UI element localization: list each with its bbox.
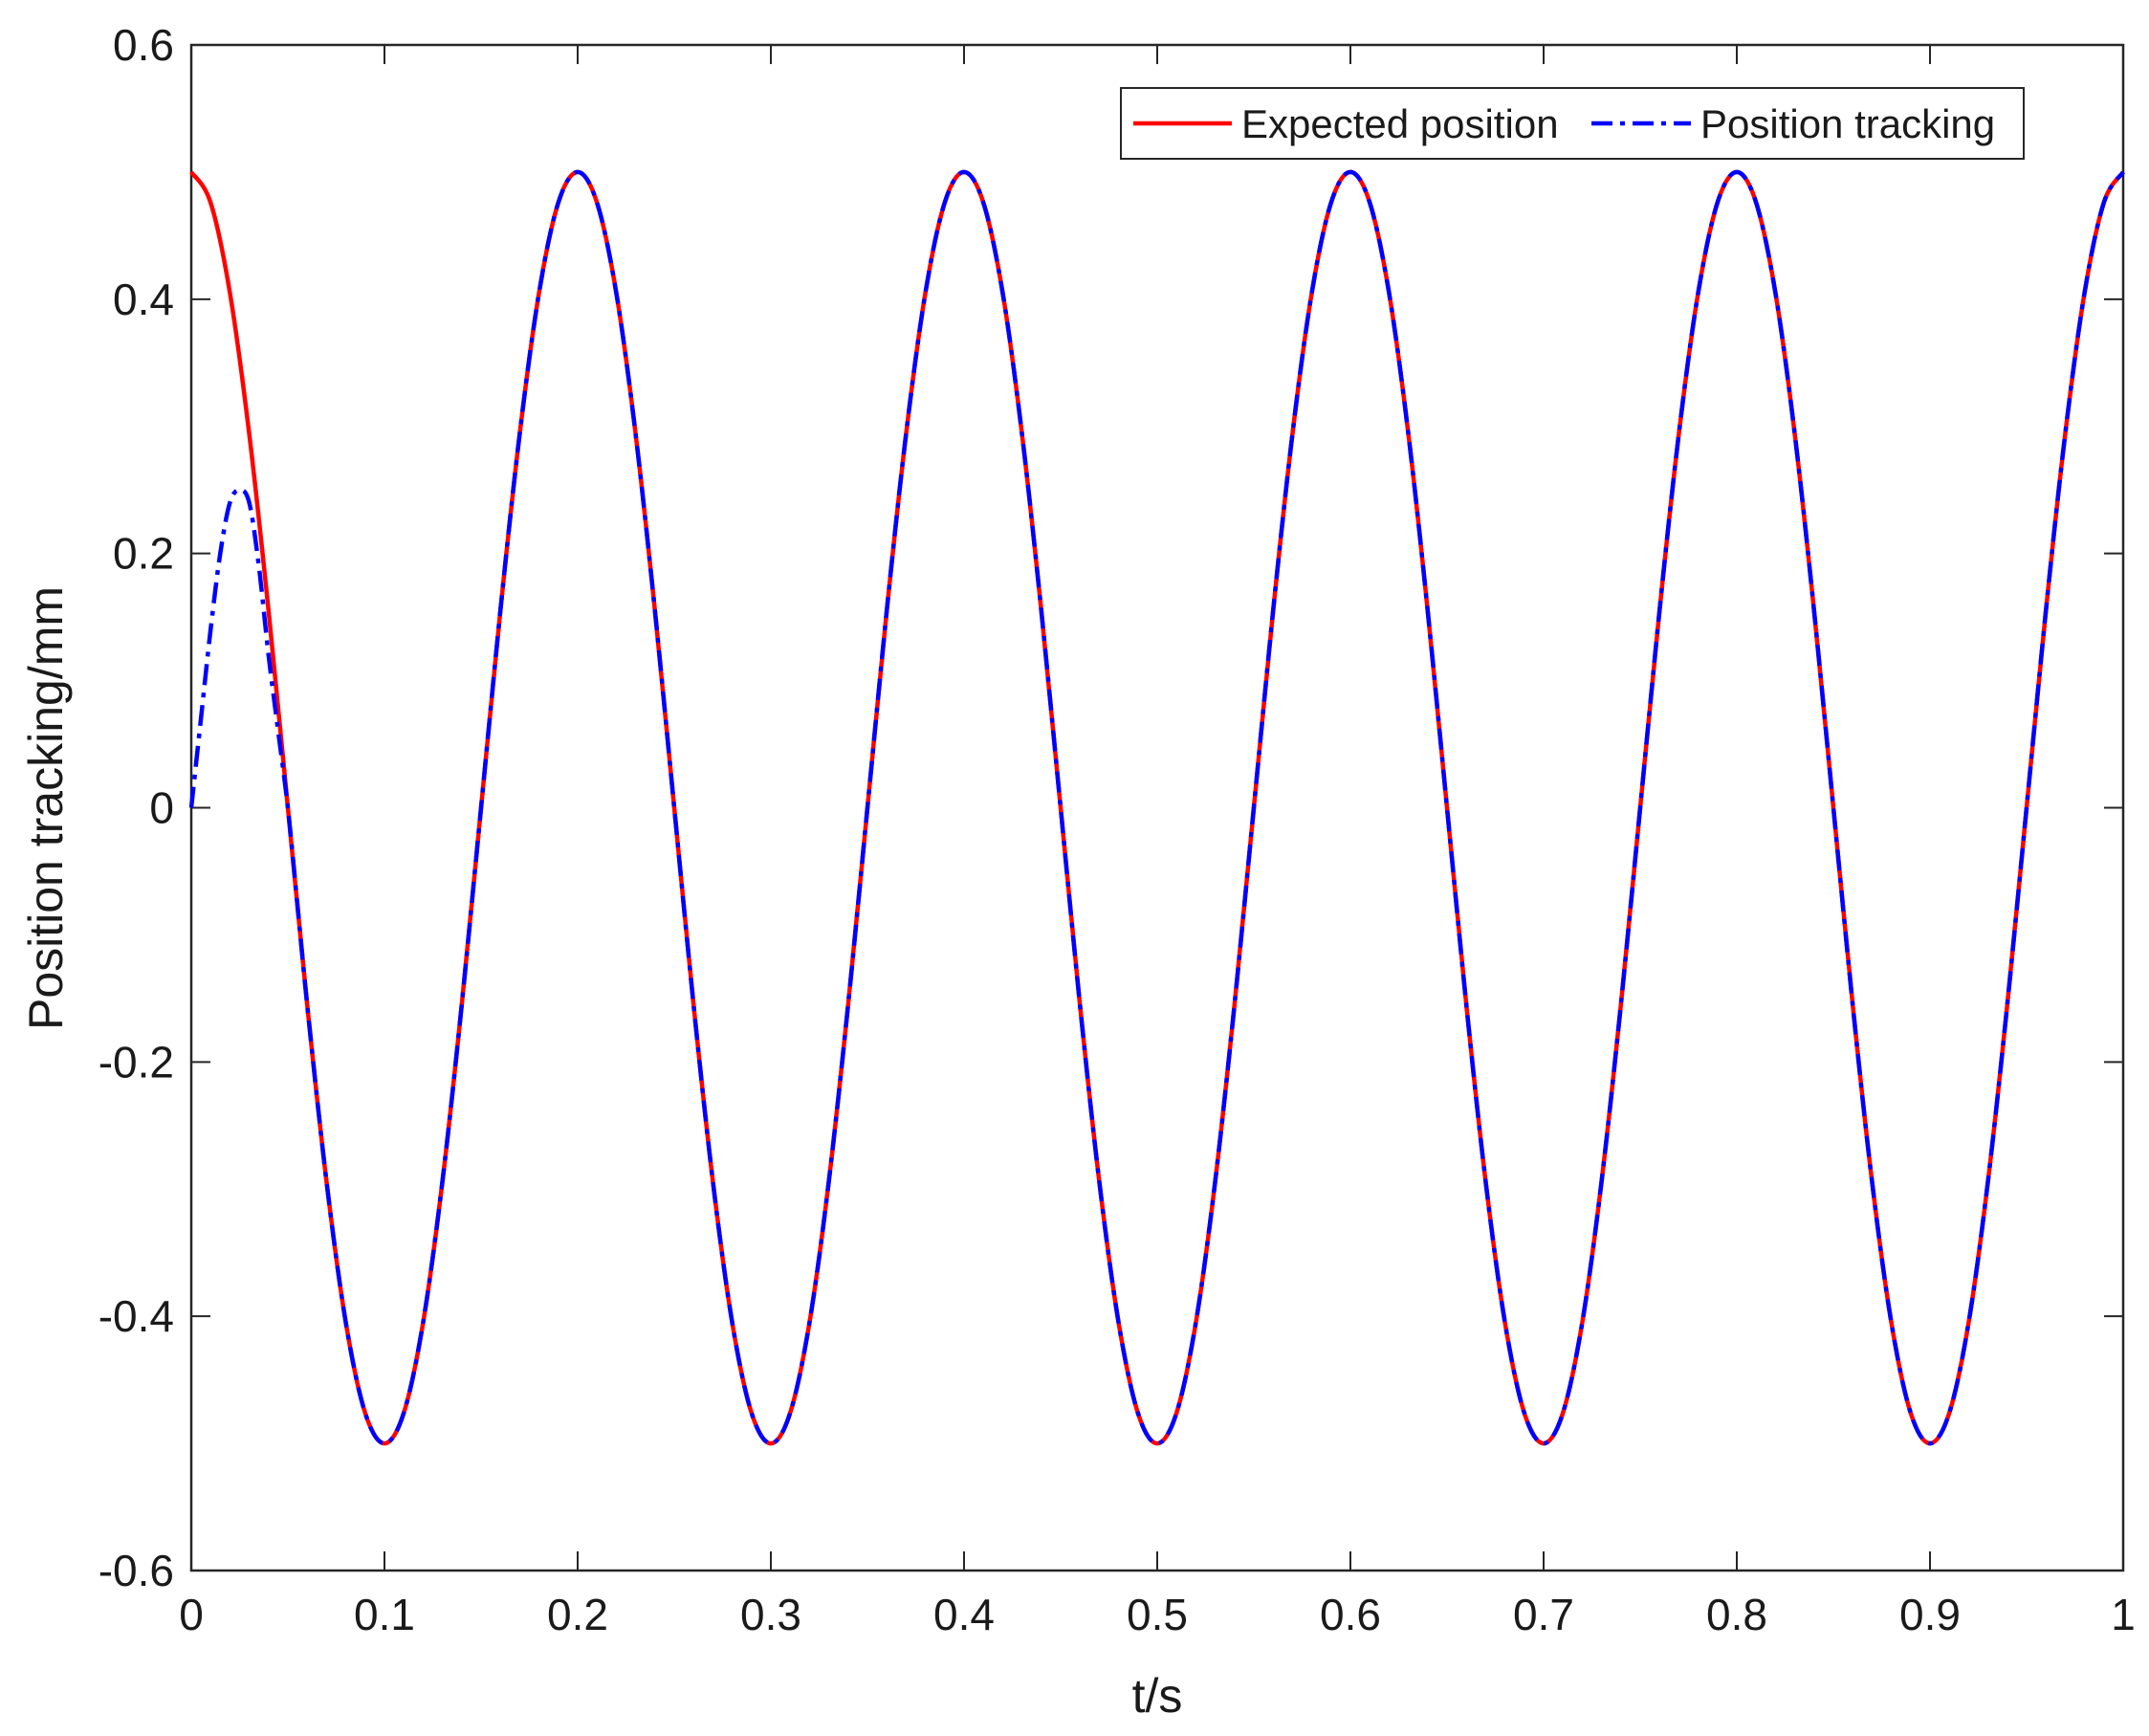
- x-tick-label: 1: [2111, 1590, 2136, 1639]
- legend-label-expected-position: Expected position: [1241, 101, 1559, 146]
- y-tick-label: -0.2: [99, 1037, 174, 1087]
- x-tick-label: 0.5: [1127, 1590, 1188, 1639]
- series-layer: [188, 169, 2125, 1446]
- x-tick-label: 0.1: [354, 1590, 415, 1639]
- y-tick-label: 0: [149, 783, 174, 833]
- legend-label-position-tracking: Position tracking: [1700, 101, 1995, 146]
- x-tick-label: 0.8: [1706, 1590, 1767, 1639]
- y-tick-label: 0.2: [113, 529, 174, 579]
- x-axis-title: t/s: [1132, 1669, 1183, 1723]
- y-tick-label: -0.4: [99, 1291, 174, 1341]
- x-tick-label: 0: [179, 1590, 204, 1639]
- y-tick-label: 0.4: [113, 275, 174, 324]
- x-tick-label: 0.3: [740, 1590, 801, 1639]
- x-tick-label: 0.4: [933, 1590, 995, 1639]
- series-line-position-tracking: [188, 169, 2125, 1446]
- x-tick-label: 0.2: [547, 1590, 608, 1639]
- y-tick-label: 0.6: [113, 20, 174, 70]
- y-tick-label: -0.6: [99, 1546, 174, 1595]
- x-tick-label: 0.9: [1899, 1590, 1961, 1639]
- x-tick-label: 0.6: [1320, 1590, 1381, 1639]
- tick-labels: 0 0.1 0.2 0.3 0.4 0.5 0.6 0.7 0.8 0.9 1 -0.6 -0.4 -0.…: [99, 20, 2136, 1639]
- axis-ticks: [190, 44, 2124, 1571]
- legend: Expected position Position tracking: [1120, 87, 2025, 160]
- y-axis-title: Position tracking/mm: [19, 586, 73, 1030]
- x-tick-label: 0.7: [1513, 1590, 1574, 1639]
- axes-box: [189, 43, 2125, 1572]
- legend-box: [1120, 87, 2025, 160]
- plot-area: [189, 43, 2125, 1572]
